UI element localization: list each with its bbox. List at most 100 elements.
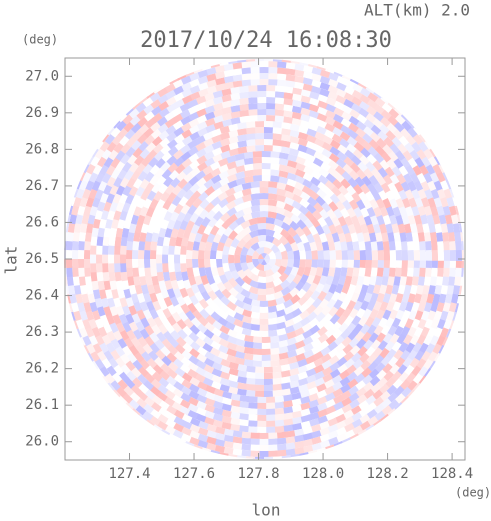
echo-cell	[353, 207, 364, 219]
echo-cell	[423, 368, 431, 379]
echo-cell	[281, 406, 294, 414]
echo-cell	[101, 373, 110, 384]
echo-cell	[138, 266, 146, 277]
echo-cell	[235, 152, 246, 161]
echo-cell	[305, 250, 313, 260]
echo-cell	[275, 437, 287, 445]
echo-cell	[102, 270, 110, 282]
echo-cell	[296, 266, 305, 277]
echo-cell	[234, 350, 245, 359]
echo-cell	[444, 214, 453, 227]
echo-cell	[407, 259, 414, 270]
echo-cell	[75, 212, 84, 225]
echo-cell	[317, 259, 324, 269]
echo-cell	[279, 376, 291, 384]
echo-cell	[385, 301, 395, 314]
echo-cell	[114, 235, 122, 247]
echo-cell	[273, 425, 285, 433]
echo-cell	[241, 182, 253, 190]
echo-cell	[113, 208, 122, 221]
echo-cell	[210, 196, 222, 207]
echo-cell	[302, 83, 315, 92]
echo-cell	[191, 258, 199, 268]
echo-cell	[250, 193, 261, 201]
echo-cell	[453, 276, 462, 288]
echo-cell	[255, 402, 267, 410]
echo-cell	[213, 426, 226, 435]
echo-cell	[179, 286, 189, 298]
echo-cell	[442, 172, 449, 183]
echo-cell	[305, 259, 313, 269]
echo-cell	[251, 250, 260, 259]
echo-cell	[263, 263, 273, 272]
echo-cell	[277, 339, 289, 348]
echo-cell	[301, 329, 313, 340]
echo-cell	[248, 292, 259, 301]
echo-cell	[280, 250, 289, 260]
echo-cell	[211, 419, 223, 428]
echo-cell	[308, 324, 321, 336]
echo-cell	[177, 74, 188, 81]
echo-cell	[219, 295, 231, 306]
echo-cell	[246, 145, 257, 153]
echo-cell	[68, 301, 74, 313]
echo-cell	[461, 241, 464, 253]
echo-cell	[112, 387, 121, 398]
echo-cell	[246, 408, 258, 415]
echo-cell	[454, 303, 459, 315]
echo-cell	[203, 304, 215, 316]
echo-cell	[437, 344, 445, 356]
echo-cell	[356, 429, 367, 437]
echo-cell	[283, 98, 295, 106]
echo-cell	[289, 148, 301, 157]
echo-cell	[306, 274, 316, 286]
echo-cell	[271, 271, 282, 281]
echo-cell	[279, 235, 289, 246]
echo-cell	[90, 270, 98, 282]
echo-cell	[300, 113, 312, 123]
echo-cell	[398, 301, 408, 314]
echo-cell	[274, 91, 286, 99]
echo-cell	[309, 266, 318, 277]
echo-cell	[311, 250, 319, 260]
echo-cell	[323, 250, 331, 260]
echo-cell	[264, 126, 275, 134]
echo-cell	[237, 128, 249, 136]
echo-cell	[270, 169, 281, 177]
echo-cell	[222, 245, 230, 256]
echo-cell	[315, 402, 328, 412]
echo-cell	[240, 254, 247, 264]
echo-cell	[281, 400, 293, 408]
echo-cell	[203, 171, 215, 183]
echo-cell	[162, 262, 169, 273]
echo-cell	[286, 349, 298, 359]
echo-cell	[348, 433, 359, 441]
echo-cell	[273, 224, 284, 234]
echo-cell	[182, 278, 192, 290]
echo-cell	[273, 419, 285, 427]
echo-cell	[264, 246, 273, 255]
echo-cell	[250, 79, 262, 86]
y-tick-label: 26.2	[25, 361, 59, 377]
echo-cell	[264, 121, 275, 128]
echo-cell	[273, 401, 285, 409]
echo-cell	[271, 377, 282, 385]
echo-cell	[209, 258, 217, 268]
echo-cell	[217, 451, 229, 456]
echo-cell	[244, 371, 256, 379]
echo-cell	[152, 205, 162, 218]
echo-cell	[291, 308, 303, 318]
echo-cell	[317, 421, 330, 431]
echo-cell	[193, 301, 204, 313]
echo-cell	[70, 309, 76, 321]
echo-cell	[275, 206, 287, 216]
echo-cell	[450, 293, 459, 306]
echo-cell	[233, 312, 244, 322]
echo-cell	[180, 262, 187, 273]
echo-cell	[214, 217, 225, 229]
echo-cell	[285, 337, 297, 346]
echo-cell	[400, 267, 408, 279]
echo-cell	[334, 283, 344, 295]
echo-cell	[284, 196, 295, 206]
echo-cell	[293, 327, 305, 337]
